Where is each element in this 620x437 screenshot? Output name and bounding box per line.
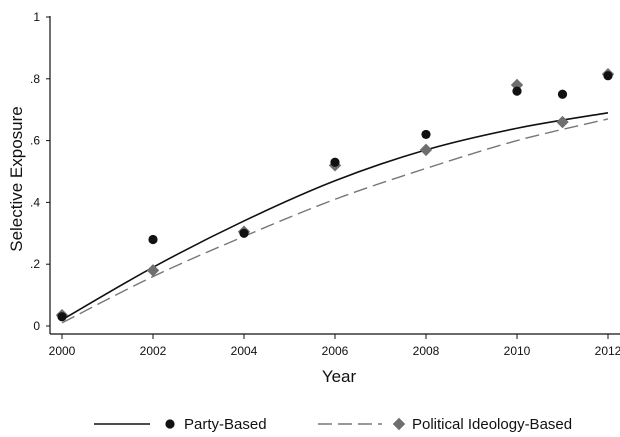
y-tick-label: .4 [30, 195, 40, 209]
ideology-based-point [556, 115, 569, 129]
y-tick-label: 0 [33, 319, 40, 333]
x-tick-label: 2002 [140, 344, 167, 358]
x-tick-label: 2004 [231, 344, 258, 358]
y-axis-label: Selective Exposure [7, 106, 26, 252]
x-ticks: 2000 2002 2004 2006 2008 2010 2012 [49, 334, 620, 358]
fit-lines [61, 112, 609, 324]
x-tick-label: 2006 [322, 344, 349, 358]
y-ticks: 0 .2 .4 .6 .8 1 [30, 10, 50, 333]
y-tick-label: .6 [30, 134, 40, 148]
party-based-fit-line [61, 112, 609, 321]
party-based-point [557, 89, 568, 99]
legend-party-marker [165, 419, 175, 429]
party-based-point [603, 71, 613, 81]
party-based-point [512, 86, 522, 96]
legend-ideology-marker [392, 417, 406, 431]
ideology-based-point [146, 264, 160, 277]
x-tick-label: 2010 [504, 344, 531, 358]
y-tick-label: .2 [30, 257, 40, 271]
x-tick-label: 2000 [49, 344, 76, 358]
party-based-point [57, 312, 67, 322]
party-based-point [148, 234, 158, 245]
data-markers [55, 67, 615, 322]
ideology-based-point [419, 143, 433, 157]
party-based-point [239, 228, 249, 238]
axes [49, 16, 620, 335]
x-tick-label: 2008 [413, 344, 440, 358]
y-tick-label: .8 [30, 72, 40, 86]
legend-party-label: Party-Based [184, 416, 267, 433]
party-based-point [421, 129, 431, 140]
legend: Party-Based Political Ideology-Based [94, 416, 572, 433]
y-tick-label: 1 [33, 10, 40, 24]
legend-ideology-label: Political Ideology-Based [412, 416, 572, 433]
x-tick-label: 2012 [595, 344, 620, 358]
ideology-based-fit-line [61, 118, 609, 324]
x-axis-label: Year [322, 367, 357, 386]
party-based-point [330, 157, 340, 167]
